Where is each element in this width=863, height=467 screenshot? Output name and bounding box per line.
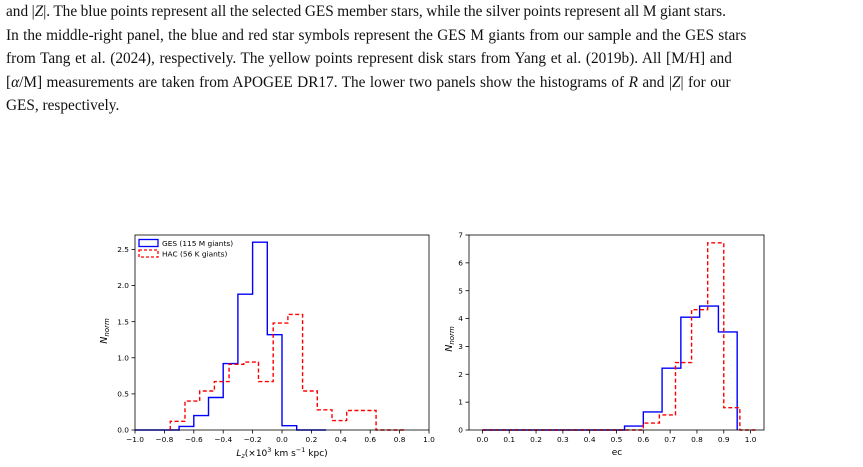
lz-plot-area [135, 241, 406, 431]
ec-y-label: Nnorm [444, 326, 456, 352]
panel-ec: 0.0 0.1 0.2 0.3 0.4 0.5 0.6 0.7 0.8 0.9 1.0 0 1 2 3 4 5… [444, 231, 765, 458]
x-tick-label: −1.0 [126, 435, 144, 444]
caption-line-3: from Tang et al. (2024), respectively. T… [6, 50, 732, 68]
y-tick-label: 1.5 [117, 317, 129, 326]
legend-label-hac: HAC (56 K giants) [162, 250, 228, 259]
x-tick-label: −0.6 [185, 435, 203, 444]
y-tick-label: 2.0 [117, 281, 129, 290]
y-tick-label: 0.5 [117, 389, 129, 398]
y-tick-label: 2 [458, 370, 463, 379]
x-tick-label: 0.8 [394, 435, 406, 444]
lz-y-ticks: 0.0 0.5 1.0 1.5 2.0 2.5 [117, 245, 135, 435]
x-tick-label: 0.3 [557, 435, 569, 444]
x-tick-label: 0.4 [584, 435, 596, 444]
caption-line-1: and |Z|. The blue points represent all t… [6, 3, 726, 20]
x-tick-label: 1.0 [745, 435, 757, 444]
x-tick-label: −0.2 [244, 435, 262, 444]
histogram-series-ges [482, 305, 738, 431]
x-tick-label: 1.0 [423, 435, 435, 444]
caption-line-5: GES, respectively. [6, 97, 120, 115]
x-tick-label: 0.0 [276, 435, 288, 444]
caption-line-2: In the middle-right panel, the blue and … [6, 26, 747, 44]
lz-x-label: Lz(×103 km s−1 kpc) [236, 446, 327, 460]
lz-x-ticks: −1.0 −0.8 −0.6 −0.4 −0.2 0.0 0.2 0.4 0.6 0.8 1.0 [126, 430, 435, 444]
histogram-series-ges [135, 241, 327, 431]
y-tick-label: 7 [458, 231, 463, 240]
x-tick-label: 0.8 [691, 435, 703, 444]
histogram-series-hac [482, 242, 756, 431]
figure-histograms: −1.0 −0.8 −0.6 −0.4 −0.2 0.0 0.2 0.4 0.6 0.8 1.0 0… [99, 231, 765, 460]
x-tick-label: 0.4 [335, 435, 347, 444]
y-tick-label: 2.5 [117, 245, 129, 254]
legend-label-ges: GES (115 M giants) [162, 239, 233, 248]
caption-line-4: [α/M] measurements are taken from APOGEE… [6, 73, 731, 91]
ec-plot-area [482, 242, 756, 431]
y-tick-label: 5 [458, 286, 463, 295]
ec-x-ticks: 0.0 0.1 0.2 0.3 0.4 0.5 0.6 0.7 0.8 0.9 1.0 [477, 430, 757, 444]
legend-swatch-ges [138, 238, 159, 248]
x-tick-label: 0.7 [664, 435, 676, 444]
x-tick-label: −0.4 [214, 435, 232, 444]
y-tick-label: 4 [458, 314, 463, 323]
x-tick-label: 0.0 [477, 435, 489, 444]
x-tick-label: 0.9 [718, 435, 730, 444]
y-tick-label: 0 [458, 426, 463, 435]
x-tick-label: 0.2 [306, 435, 318, 444]
lz-legend: GES (115 M giants) HAC (56 K giants) [138, 238, 233, 259]
y-tick-label: 1.0 [117, 353, 129, 362]
legend-swatch-hac [138, 249, 159, 258]
x-tick-label: 0.6 [364, 435, 376, 444]
y-tick-label: 0.0 [117, 426, 129, 435]
x-tick-label: 0.1 [503, 435, 515, 444]
x-tick-label: 0.2 [530, 435, 542, 444]
y-tick-label: 6 [458, 258, 463, 267]
x-tick-label: −0.8 [155, 435, 173, 444]
ec-y-ticks: 0 1 2 3 4 5 6 7 [458, 231, 469, 435]
y-tick-label: 3 [458, 342, 463, 351]
lz-y-label: Nnorm [99, 318, 111, 344]
ec-x-label: ec [612, 448, 623, 458]
figure-caption: and |Z|. The blue points represent all t… [6, 0, 858, 118]
panel-lz: −1.0 −0.8 −0.6 −0.4 −0.2 0.0 0.2 0.4 0.6 0.8 1.0 0… [99, 234, 435, 460]
x-tick-label: 0.5 [611, 435, 623, 444]
x-tick-label: 0.6 [637, 435, 649, 444]
y-tick-label: 1 [458, 398, 463, 407]
histogram-series-hac [169, 313, 406, 431]
